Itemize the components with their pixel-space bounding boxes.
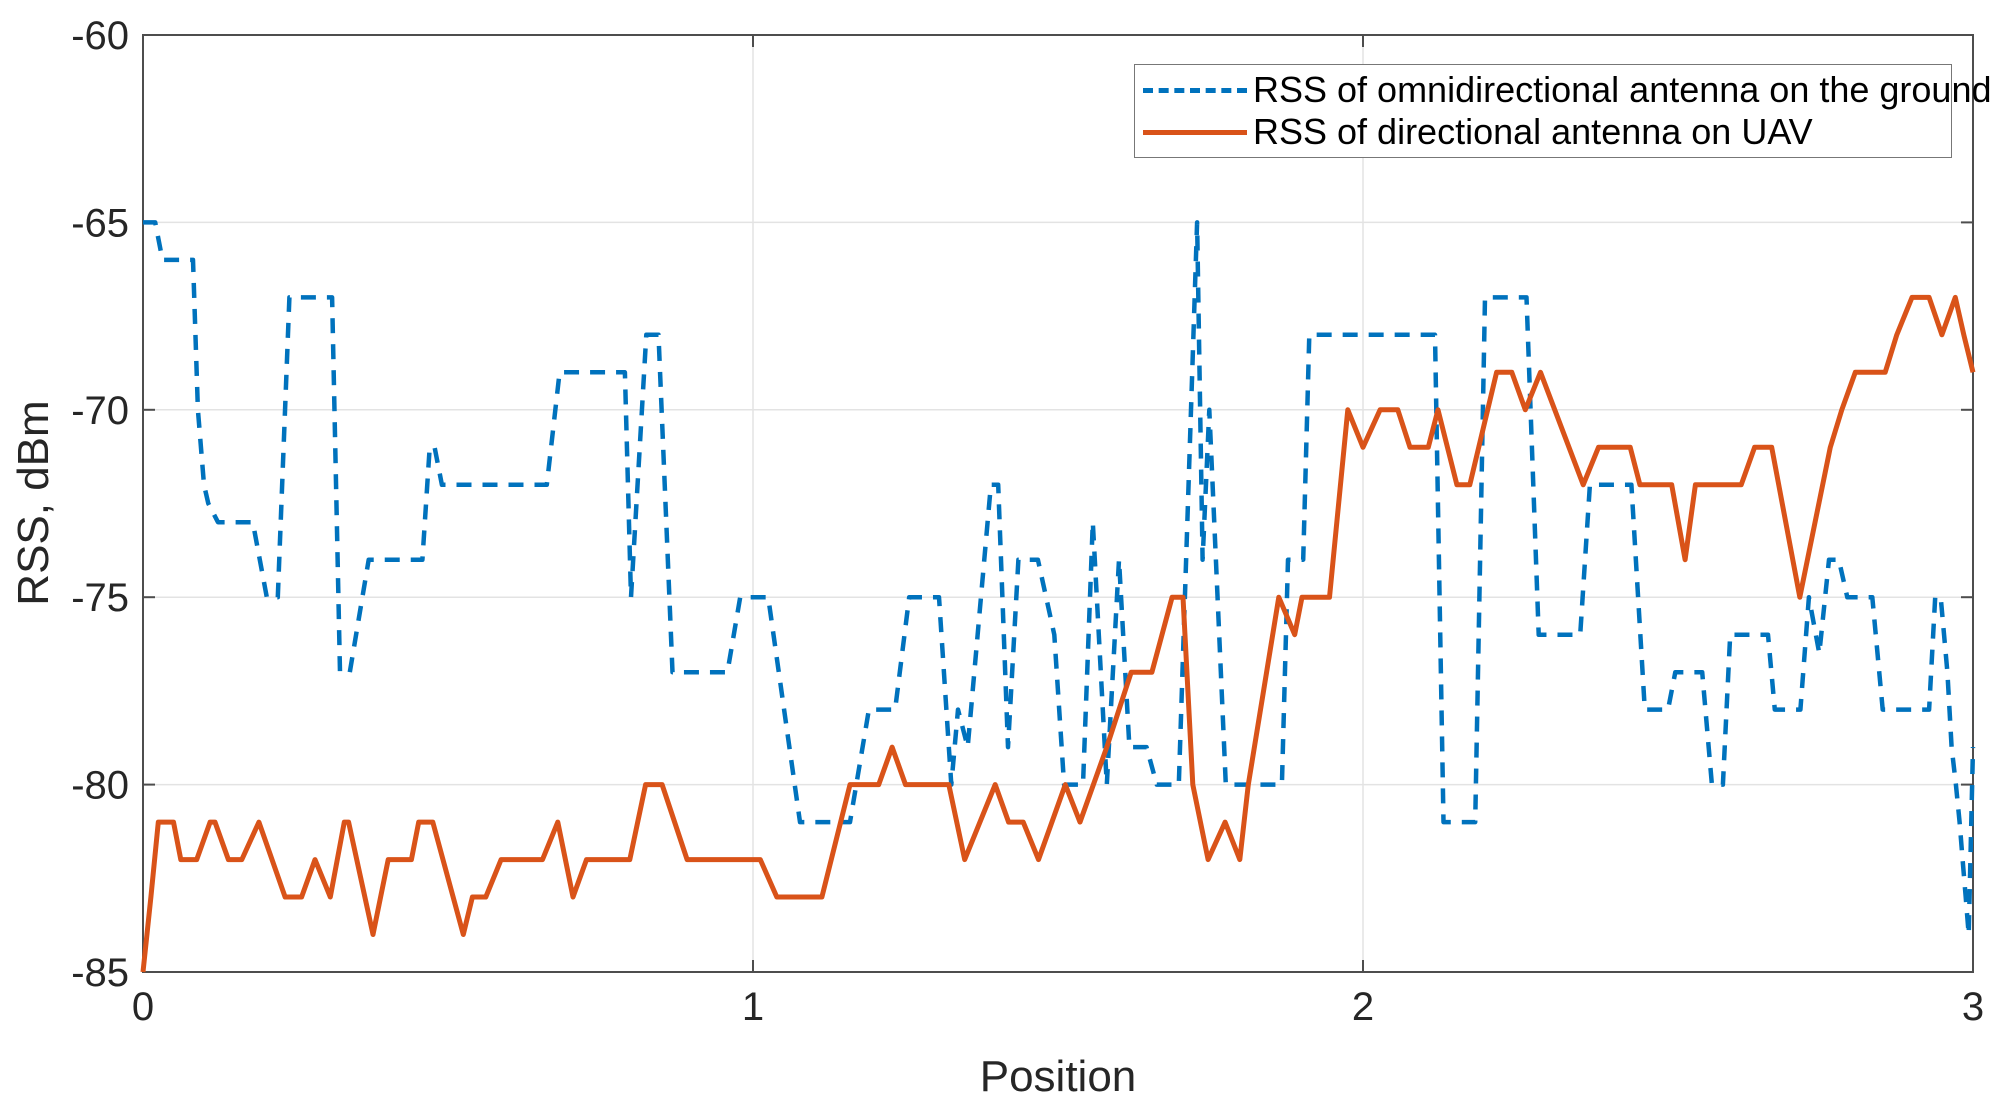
y-tick-label: -80 (71, 764, 129, 808)
series-directional-line (140, 294, 1976, 973)
dashed-line-swatch-icon (1143, 87, 1247, 93)
axes-box (142, 34, 1974, 973)
y-axis-label: RSS, dBm (9, 400, 58, 606)
y-tick-label: -60 (71, 14, 129, 58)
legend-item-directional: RSS of directional antenna on UAV (1135, 111, 1951, 153)
legend: RSS of omnidirectional antenna on the gr… (1134, 64, 1992, 158)
y-tick-label: -70 (71, 389, 129, 433)
y-tick-label: -75 (71, 576, 129, 620)
x-axis-label: Position (979, 1052, 1137, 1101)
legend-item-omnidirectional: RSS of omnidirectional antenna on the gr… (1135, 69, 1992, 111)
solid-line-swatch-icon (1143, 129, 1247, 135)
legend-label: RSS of omnidirectional antenna on the gr… (1253, 69, 1992, 110)
y-tick-label: -65 (71, 201, 129, 245)
x-tick-label: 1 (742, 985, 764, 1029)
x-tick-label: 2 (1352, 985, 1374, 1029)
y-tick-label: -85 (71, 951, 129, 995)
x-tick-label: 3 (1962, 985, 1984, 1029)
x-tick-label: 0 (132, 985, 154, 1029)
legend-label: RSS of directional antenna on UAV (1253, 111, 1813, 152)
